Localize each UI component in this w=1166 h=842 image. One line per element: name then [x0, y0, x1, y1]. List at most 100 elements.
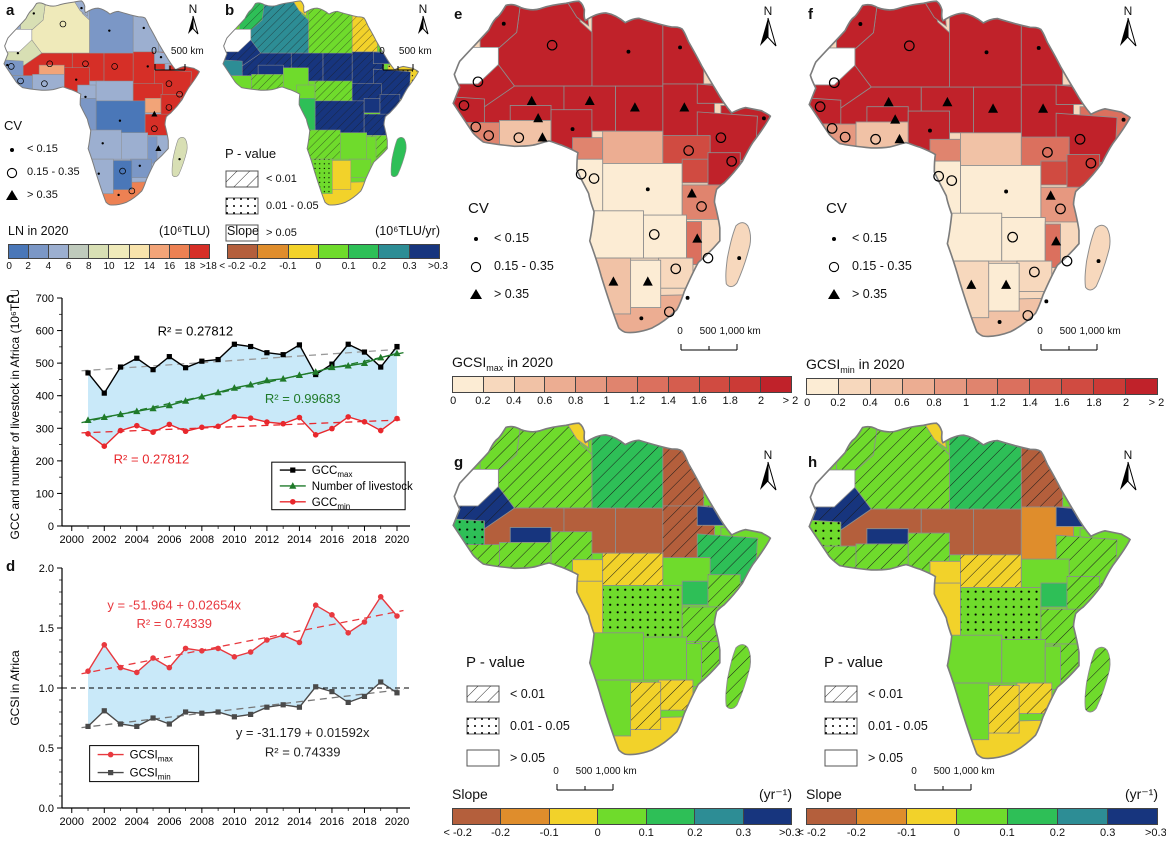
colorbar-tick-label: >18	[199, 260, 217, 272]
cv-dot	[1044, 299, 1049, 304]
cv-circle	[1055, 203, 1066, 215]
marker-circle	[182, 645, 189, 652]
region-angola	[944, 212, 1003, 262]
africa-regions	[3, 0, 200, 206]
cv-circle	[1028, 266, 1040, 278]
cv-dot	[984, 50, 989, 55]
colorbar-labels: 0 0.2 0.4 0.6 0.8 1 1.2 1.4 1.6 1.8 2 > 2	[450, 394, 798, 409]
region-gabcongo	[927, 160, 961, 216]
cv-triangle	[537, 132, 548, 142]
region-egypt	[662, 8, 705, 85]
marker-circle	[247, 415, 254, 421]
cv-triangle	[942, 96, 953, 107]
colorbar-tick-label: 0.1	[999, 826, 1015, 839]
legend-item: 0.15 - 0.35	[826, 259, 912, 273]
region-namibia	[86, 158, 114, 194]
colorbar-cell	[89, 244, 110, 258]
marker-square	[394, 343, 400, 350]
cv-circle	[726, 156, 737, 167]
cv-circle	[683, 145, 694, 156]
marker-circle	[166, 664, 173, 671]
colorbar-tick-label: 0	[804, 396, 811, 409]
triangle-icon	[828, 289, 840, 299]
trend-line	[81, 348, 404, 372]
colorbar-cell	[1107, 808, 1157, 824]
colorbar-tick-label: 6	[65, 260, 72, 272]
p-legend-items: < 0.01 0.01 - 0.05 > 0.05	[466, 685, 570, 767]
north-label: N	[1123, 4, 1133, 18]
compass-right	[767, 17, 777, 47]
p-legend-title: P - value	[225, 146, 277, 161]
series-line	[87, 352, 398, 421]
x-tick-label: 2016	[320, 816, 344, 828]
marker-square	[199, 710, 205, 716]
colorbar-title: Slope (10⁶TLU/yr)	[227, 224, 440, 241]
x-tick-label: 2012	[255, 534, 279, 546]
legend-item-label: < 0.15	[852, 231, 888, 245]
colorbar-cell	[668, 376, 700, 392]
colorbar-cell	[169, 244, 190, 258]
colorbar-tick-label: -0.1	[279, 260, 297, 272]
marker-square	[199, 358, 205, 364]
region-uganda	[681, 158, 709, 184]
colorbar-cell	[902, 378, 935, 394]
marker-circle	[107, 751, 114, 758]
y-tick-label: 1.5	[39, 623, 54, 635]
cv-legend-title: CV	[4, 118, 23, 133]
marker-triangle	[328, 363, 336, 371]
region-zambia	[643, 636, 687, 681]
series-fill	[88, 596, 397, 727]
legend-item: > 0.05	[466, 749, 570, 767]
trend-line	[81, 419, 404, 434]
legend-item: 0.01 - 0.05	[824, 717, 928, 735]
north-label: N	[418, 2, 428, 16]
legend-item-label: > 0.05	[510, 751, 546, 765]
marker-circle	[182, 428, 189, 435]
region-botswana	[330, 160, 352, 190]
marker-square	[248, 711, 254, 717]
colorbar-tick-label: 1.4	[660, 394, 677, 407]
marker-triangle	[133, 407, 141, 415]
region-zambia	[1001, 639, 1046, 684]
compass-left	[760, 18, 768, 46]
colorbar-cell	[807, 808, 858, 824]
cv-circle	[41, 80, 48, 87]
panel-letter: f	[808, 6, 813, 23]
marker-triangle	[214, 388, 222, 396]
region-egypt	[132, 5, 159, 53]
annotation: R² = 0.74339	[265, 744, 341, 759]
legend-item: > 0.05	[225, 224, 319, 242]
panel-e: e CV < 0.15 0.15 - 0.35 > 0.35 N 0 500 1,000…	[446, 0, 798, 420]
colorbar-tick-label: > 2	[1148, 396, 1165, 409]
marker-circle	[289, 498, 296, 505]
x-tick-label: 2006	[157, 534, 181, 546]
region-zambia	[339, 132, 368, 160]
x-tick-label: 2004	[125, 816, 149, 828]
marker-triangle	[100, 413, 108, 421]
colorbar-cell	[761, 376, 791, 392]
legend-item-label: 0.15 - 0.35	[852, 259, 912, 273]
cv-dot	[32, 12, 35, 15]
cv-circle	[1007, 231, 1019, 243]
cv-legend-title: CV	[826, 200, 847, 217]
cv-circle	[483, 130, 495, 141]
p-legend-title: P - value	[466, 654, 525, 671]
colorbar-labels: < -0.2 -0.2 -0.1 0 0.1 0.2 0.3 >0.3	[797, 826, 1166, 841]
africa-map-ln-slope	[222, 0, 420, 206]
colorbar-tick-label: 0.6	[537, 394, 553, 407]
cv-circle	[648, 229, 660, 240]
colorbar-cells	[8, 243, 210, 259]
colorbar-tick-label: 0.6	[894, 396, 910, 409]
x-tick-label: 2008	[190, 816, 214, 828]
cv-dot	[858, 22, 863, 26]
region-angola	[587, 210, 644, 259]
open-circle-icon	[470, 261, 482, 273]
marker-square	[231, 341, 237, 347]
colorbar-labels: < -0.2 -0.2 -0.1 0 0.1 0.2 0.3 >0.3	[219, 260, 448, 275]
cv-dot	[6, 63, 9, 67]
marker-circle	[117, 664, 124, 671]
legend-item: < 0.01	[466, 685, 570, 703]
colorbar-cell	[966, 378, 999, 394]
colorbar-tick-label: 0.4	[506, 394, 522, 407]
marker-circle	[329, 425, 335, 432]
